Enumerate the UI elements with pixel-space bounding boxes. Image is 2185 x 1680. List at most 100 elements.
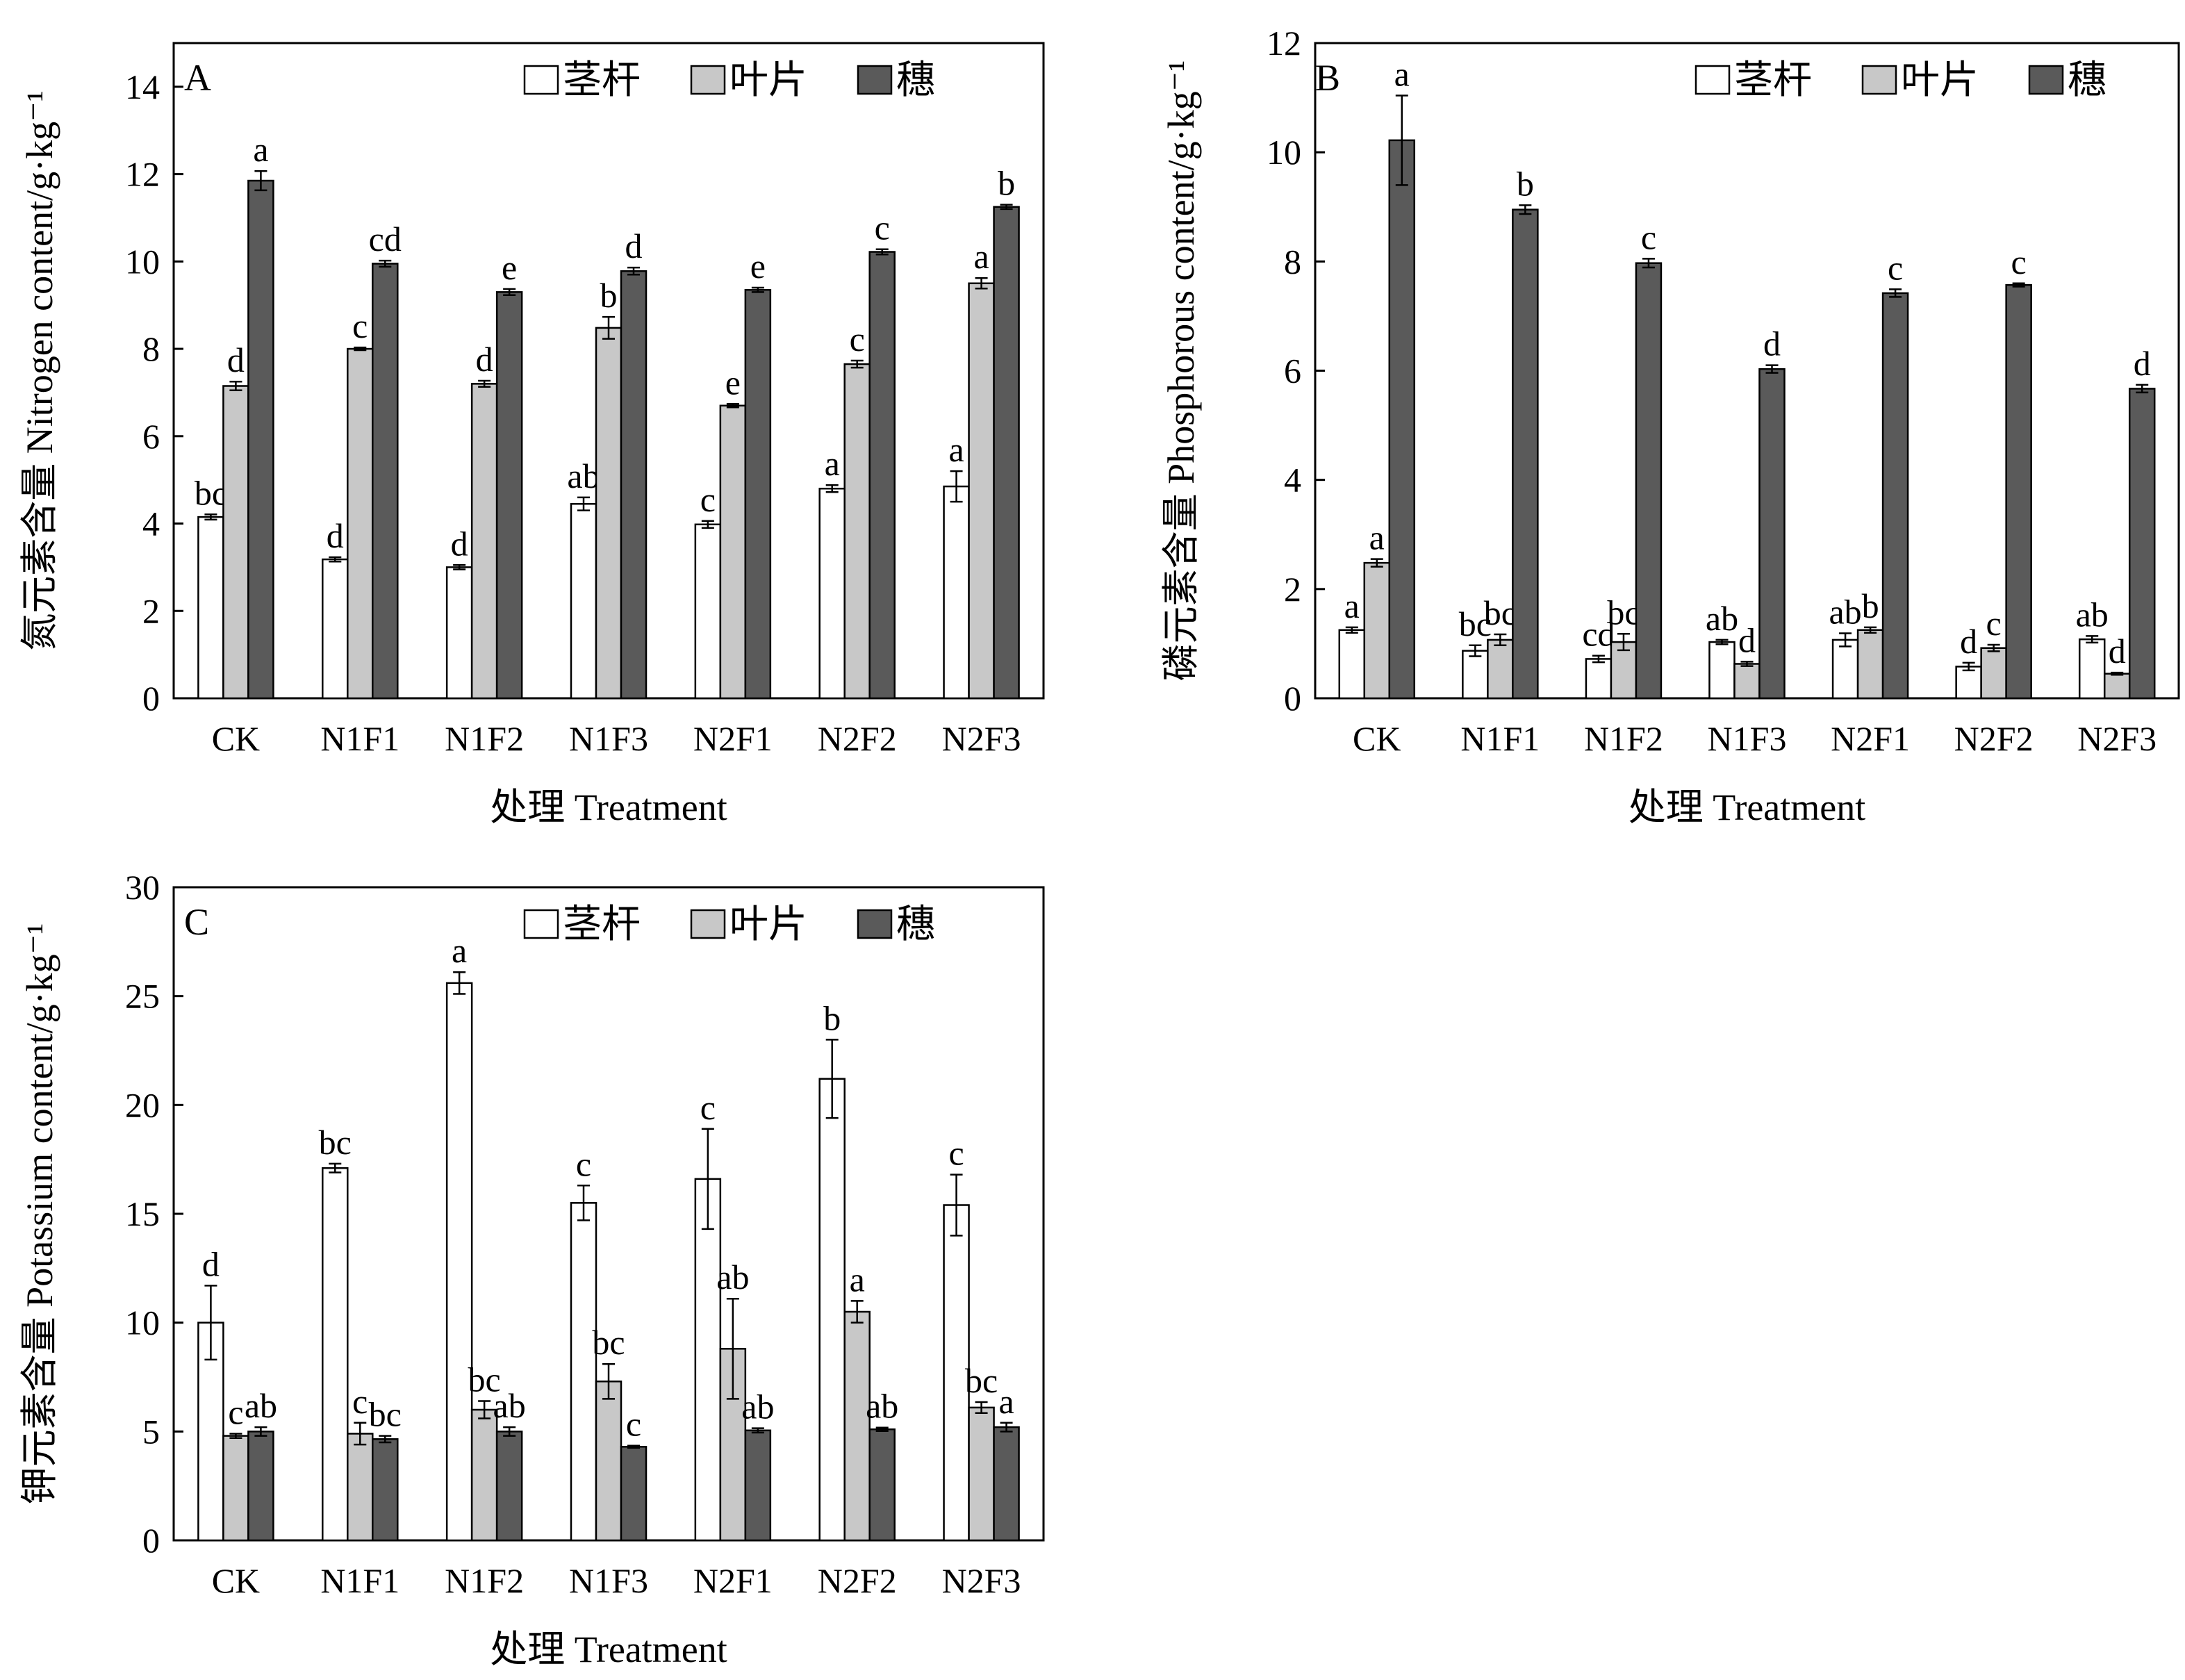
legend-swatch-2 xyxy=(857,65,893,95)
significance-letter: a xyxy=(1369,518,1385,557)
significance-letter: d xyxy=(625,227,643,265)
significance-letter: d xyxy=(451,524,468,563)
y-tick-label: 10 xyxy=(1267,133,1301,172)
bar-叶片-n1f1 xyxy=(1487,639,1514,700)
y-tick-label: 8 xyxy=(1284,242,1301,281)
bar-穗-n2f3 xyxy=(2128,388,2156,700)
x-axis-title: 处理 Treatment xyxy=(490,787,727,828)
bar-茎杆-n2f2 xyxy=(818,1078,846,1542)
bar-叶片-n2f2 xyxy=(1980,647,2007,700)
significance-letter: bc xyxy=(1459,604,1492,643)
panel-letter: A xyxy=(184,57,211,99)
significance-letter: b xyxy=(823,998,841,1037)
legend-label-2: 穗 xyxy=(896,59,935,102)
legend-label-0: 茎杆 xyxy=(563,903,641,946)
bar-茎杆-n1f3 xyxy=(570,1202,597,1542)
y-axis-title: 磷元素含量 Phosphorous content/g·kg⁻¹ xyxy=(1160,60,1202,682)
y-tick-label: 0 xyxy=(142,679,160,718)
bar-叶片-n1f2 xyxy=(470,1408,498,1542)
significance-letter: ab xyxy=(245,1386,277,1425)
significance-letter: b xyxy=(600,276,618,315)
bar-茎杆-n1f3 xyxy=(1708,641,1735,700)
significance-letter: ab xyxy=(866,1387,898,1426)
y-axis-title: 氮元素含量 Nitrogen content/g·kg⁻¹ xyxy=(19,90,60,651)
bar-茎杆-n2f3 xyxy=(943,485,970,700)
y-tick-label: 4 xyxy=(142,504,160,543)
panel-letter: C xyxy=(184,901,209,943)
significance-letter: c xyxy=(352,306,368,345)
bar-茎杆-n2f1 xyxy=(694,523,722,700)
y-tick-label: 5 xyxy=(142,1412,160,1451)
chart-panel-c: 0 5 10 15 20 25 30 CK N1F1 N1F2 N1F3 N2F1 N2F2 N2F3 处理… xyxy=(19,868,1045,1670)
y-tick-label: 20 xyxy=(125,1085,160,1124)
bar-穗-n1f1 xyxy=(372,1438,399,1542)
significance-letter: a xyxy=(1394,54,1410,93)
legend-swatch-1 xyxy=(1861,65,1897,95)
x-tick-label-n2f2: N2F2 xyxy=(818,1561,897,1600)
bar-叶片-n2f3 xyxy=(968,1406,995,1542)
significance-letter: c xyxy=(352,1382,368,1421)
legend-label-1: 叶片 xyxy=(729,903,807,946)
bar-穗-n2f1 xyxy=(1881,292,1909,700)
x-tick-label-n1f2: N1F2 xyxy=(1584,719,1663,758)
y-tick-label: 14 xyxy=(125,67,160,106)
significance-letter: bc xyxy=(319,1123,352,1162)
bar-茎杆-n2f1 xyxy=(694,1178,722,1542)
bar-穗-n1f2 xyxy=(495,1431,523,1542)
significance-letter: bc xyxy=(195,473,227,512)
significance-letter: d xyxy=(476,340,493,379)
y-tick-label: 10 xyxy=(125,1303,160,1342)
bar-叶片-n2f2 xyxy=(843,363,871,700)
bar-茎杆-ck xyxy=(1338,629,1366,700)
significance-letter: c xyxy=(850,320,865,359)
x-tick-label-n1f3: N1F3 xyxy=(569,1561,648,1600)
significance-letter: b xyxy=(1517,164,1534,203)
bar-穗-n2f2 xyxy=(868,251,896,700)
significance-letter: d xyxy=(1738,620,1756,659)
bar-叶片-ck xyxy=(1363,561,1391,700)
significance-letter: ab xyxy=(567,456,600,495)
legend-swatch-0 xyxy=(523,65,559,95)
significance-letter: e xyxy=(750,247,766,286)
y-tick-label: 6 xyxy=(142,417,160,456)
bar-穗-n1f3 xyxy=(620,1446,648,1542)
significance-letter: d xyxy=(2109,632,2126,670)
legend-swatch-1 xyxy=(690,909,726,939)
significance-letter: c xyxy=(1986,604,2002,643)
bar-叶片-n1f3 xyxy=(595,327,622,700)
bar-穗-n1f1 xyxy=(372,263,399,700)
bar-穗-ck xyxy=(247,179,274,700)
significance-letter: b xyxy=(998,164,1015,203)
x-tick-label-n2f3: N2F3 xyxy=(2077,719,2157,758)
significance-letter: bc xyxy=(468,1360,501,1399)
significance-letter: a xyxy=(973,237,989,276)
bar-茎杆-ck xyxy=(197,516,224,700)
significance-letter: c xyxy=(948,1134,964,1173)
x-tick-label-ck: CK xyxy=(212,1561,260,1600)
bar-茎杆-n1f2 xyxy=(445,982,473,1542)
y-tick-label: 8 xyxy=(142,329,160,368)
bar-叶片-n2f1 xyxy=(719,404,747,700)
x-tick-label-n1f1: N1F1 xyxy=(1460,719,1540,758)
x-tick-label-n2f1: N2F1 xyxy=(1831,719,1910,758)
y-tick-label: 6 xyxy=(1284,352,1301,390)
significance-letter: c xyxy=(875,208,890,247)
y-tick-label: 12 xyxy=(1267,24,1301,63)
bar-茎杆-n2f2 xyxy=(818,487,846,700)
significance-letter: e xyxy=(725,363,741,402)
y-tick-label: 15 xyxy=(125,1194,160,1233)
bar-叶片-ck xyxy=(222,1435,249,1542)
bar-茎杆-n2f3 xyxy=(2078,638,2106,700)
bar-穗-ck xyxy=(247,1431,274,1542)
significance-letter: ab xyxy=(2076,595,2109,634)
bar-穗-n1f1 xyxy=(1512,208,1539,700)
bar-穗-n2f3 xyxy=(993,1426,1020,1542)
significance-letter: d xyxy=(1960,622,1977,661)
y-tick-label: 30 xyxy=(125,868,160,907)
significance-letter: a xyxy=(452,931,467,970)
x-tick-label-n1f2: N1F2 xyxy=(445,1561,524,1600)
x-tick-label-ck: CK xyxy=(1353,719,1401,758)
legend-swatch-0 xyxy=(1695,65,1731,95)
significance-letter: ab xyxy=(1706,599,1738,638)
x-tick-label-n1f2: N1F2 xyxy=(445,719,524,758)
